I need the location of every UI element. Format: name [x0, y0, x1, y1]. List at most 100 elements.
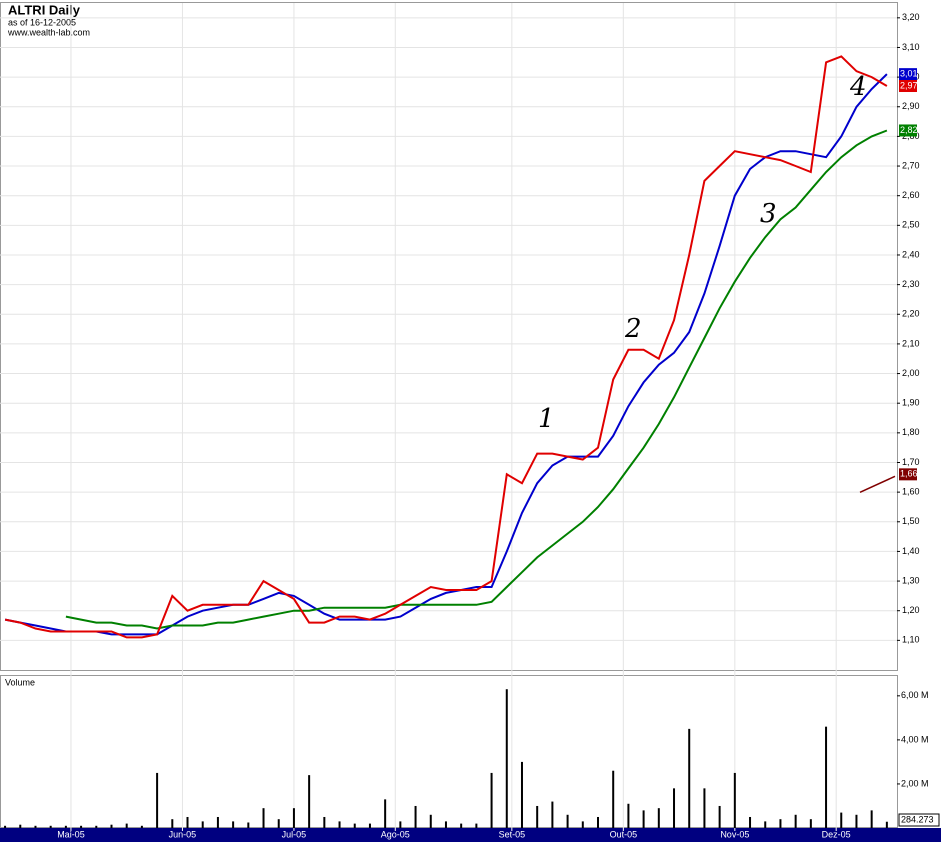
volume-bar [779, 819, 782, 828]
volume-tick-label: 6,00 M [901, 690, 929, 700]
volume-bar [733, 772, 736, 828]
volume-bar [642, 810, 645, 828]
series-line [4, 55, 888, 639]
volume-bar [855, 814, 858, 828]
volume-bar [368, 823, 371, 828]
volume-bar [49, 825, 52, 828]
volume-bar [19, 824, 22, 828]
volume-bar [809, 819, 812, 828]
series-line [65, 129, 888, 630]
last-volume-label: 284.273 [901, 814, 934, 824]
last-volume-box [898, 813, 940, 827]
price-panel [0, 2, 898, 671]
volume-bar [140, 825, 143, 828]
volume-bar [825, 726, 828, 828]
x-axis-bar [0, 828, 941, 842]
volume-bar [4, 825, 7, 828]
volume-bar [399, 821, 402, 828]
volume-bar [308, 775, 311, 828]
volume-bar [657, 808, 660, 828]
volume-bar [764, 821, 767, 828]
volume-title: Volume [5, 677, 35, 687]
volume-bar [581, 821, 584, 828]
annotation: 2 [624, 314, 642, 344]
volume-bar [688, 728, 691, 828]
marker-box [899, 468, 917, 481]
volume-bar [414, 805, 417, 828]
volume-bar [444, 821, 447, 828]
x-tick-label: Set-05 [499, 829, 526, 839]
y-tick-label: 2,70 [902, 160, 920, 170]
y-tick-label: 2,60 [902, 190, 920, 200]
volume-bar [505, 689, 508, 828]
last-value-label: 2,97 [900, 80, 918, 90]
trend-marker [859, 475, 896, 494]
volume-bar [597, 816, 599, 828]
last-value-label: 2,82 [900, 125, 918, 135]
x-tick-label: Jun-05 [169, 829, 197, 839]
volume-bar [384, 799, 387, 828]
volume-bar [429, 814, 432, 828]
x-tick-label: Ago-05 [381, 829, 410, 839]
chart-subtitle: as of 16-12-2005 [8, 17, 76, 27]
volume-bar [551, 801, 554, 828]
volume-bar [171, 819, 174, 828]
volume-bar [277, 819, 280, 828]
volume-tick-label: 4,00 M [901, 734, 929, 744]
volume-bar [247, 822, 250, 828]
y-tick-label: 1,30 [902, 575, 920, 585]
last-value-box [899, 80, 917, 93]
x-tick-label: Jul-05 [282, 829, 307, 839]
y-tick-label: 2,50 [902, 220, 920, 230]
volume-bar [490, 772, 493, 828]
volume-bar [475, 823, 478, 828]
annotation: 4 [849, 72, 867, 102]
volume-bar [840, 812, 843, 828]
volume-bar [566, 814, 569, 828]
volume-bar [703, 788, 706, 828]
volume-bar [627, 803, 630, 828]
y-tick-label: 2,10 [902, 338, 920, 348]
annotation: 1 [538, 404, 555, 434]
y-tick-label: 1,90 [902, 398, 920, 408]
y-tick-label: 2,00 [902, 368, 920, 378]
y-tick-label: 1,10 [902, 635, 920, 645]
volume-bar [338, 821, 341, 828]
y-tick-label: 1,40 [902, 546, 920, 556]
chart-title: ALTRI Daily [8, 2, 81, 17]
y-tick-label: 3,10 [902, 42, 920, 52]
volume-bar [262, 808, 265, 828]
x-tick-label: Out-05 [610, 829, 638, 839]
annotation: 3 [760, 199, 777, 229]
volume-bar [460, 823, 463, 828]
volume-bar [718, 805, 721, 828]
volume-bar [353, 823, 356, 828]
y-tick-label: 2,20 [902, 309, 920, 319]
volume-bar [794, 814, 797, 828]
volume-bar [156, 772, 159, 828]
last-value-label: 3,01 [900, 69, 918, 79]
volume-bar [885, 821, 888, 828]
y-tick-label: 2,40 [902, 249, 920, 259]
y-tick-label: 1,80 [902, 427, 920, 437]
volume-bar [110, 824, 113, 828]
volume-bar [34, 825, 37, 828]
y-tick-label: 1,60 [902, 487, 920, 497]
y-tick-label: 1,70 [902, 457, 920, 467]
y-tick-label: 3,20 [902, 12, 920, 22]
last-value-box [899, 124, 917, 137]
y-tick-label: 2,90 [902, 101, 920, 111]
volume-bar [520, 761, 523, 828]
volume-bar [749, 816, 752, 828]
volume-bar [95, 825, 98, 828]
marker-label: 1,66 [900, 469, 918, 479]
volume-bar [201, 821, 204, 828]
volume-bar [612, 770, 615, 828]
volume-bar [186, 816, 189, 828]
y-tick-label: 1,50 [902, 516, 920, 526]
volume-bar [216, 816, 219, 828]
volume-bar [323, 816, 326, 828]
volume-bar [536, 805, 539, 828]
